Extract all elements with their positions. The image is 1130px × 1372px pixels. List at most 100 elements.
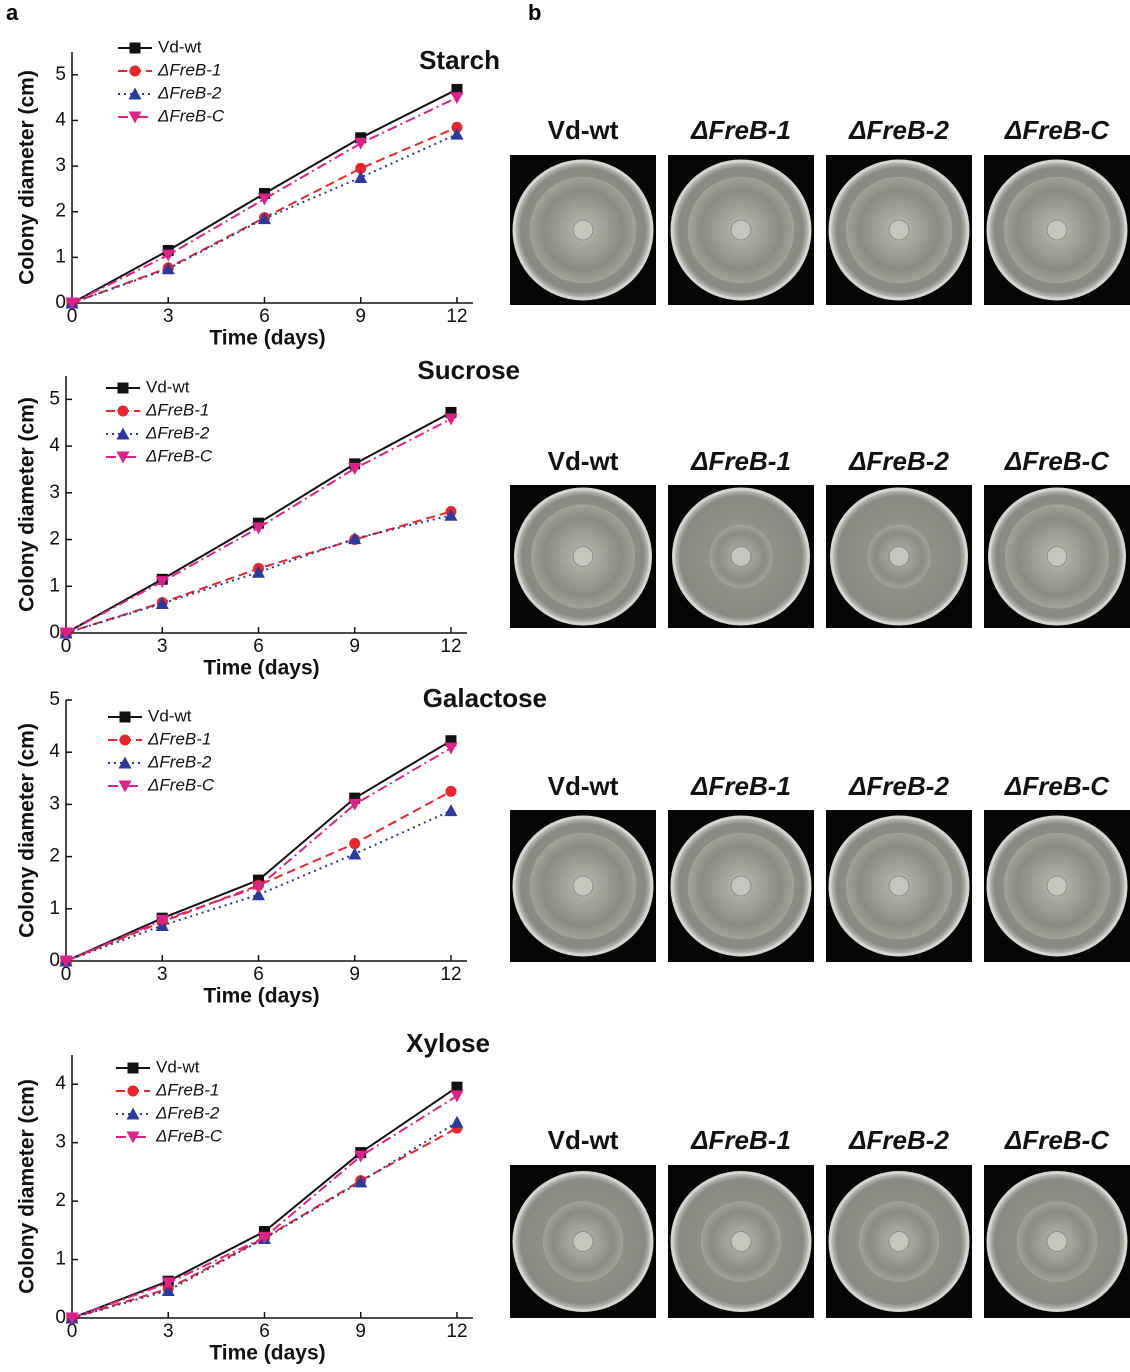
panel-label: b — [528, 0, 541, 25]
series-line — [72, 1096, 457, 1318]
x-tick-label: 3 — [157, 636, 168, 657]
y-tick-label: 3 — [49, 793, 60, 814]
legend-label: ΔFreB-1 — [147, 729, 211, 748]
y-tick-label: 2 — [55, 201, 66, 222]
plate-label: ΔFreB-2 — [848, 115, 949, 145]
colony-center — [573, 547, 593, 567]
y-tick-label: 4 — [49, 435, 60, 456]
x-axis-label: Time (days) — [209, 327, 325, 350]
y-tick-label: 3 — [55, 1132, 66, 1153]
marker — [130, 66, 141, 77]
y-tick-label: 5 — [49, 689, 60, 710]
y-tick-label: 1 — [55, 246, 66, 267]
y-tick-label: 0 — [49, 950, 60, 971]
plate-label: Vd-wt — [548, 115, 619, 145]
y-axis-label: Colony diameter (cm) — [16, 70, 39, 285]
chart-title: Starch — [419, 45, 500, 75]
plate-label: ΔFreB-1 — [690, 446, 791, 476]
x-tick-label: 9 — [355, 306, 366, 327]
plate-label: ΔFreB-1 — [690, 1125, 791, 1155]
x-tick-label: 9 — [349, 964, 360, 985]
y-tick-label: 0 — [49, 622, 60, 643]
marker — [128, 1063, 139, 1074]
marker — [444, 743, 457, 755]
legend-label: Vd-wt — [148, 706, 192, 725]
series-line — [72, 1128, 457, 1318]
legend-label: ΔFreB-C — [157, 106, 225, 125]
legend-label: ΔFreB-2 — [157, 83, 222, 102]
x-tick-label: 3 — [157, 964, 168, 985]
y-tick-label: 2 — [55, 1190, 66, 1211]
panel-label: a — [6, 0, 19, 25]
y-tick-label: 0 — [55, 292, 66, 313]
y-axis-label: Colony diameter (cm) — [16, 1079, 39, 1294]
series-line — [66, 748, 451, 961]
plate-label: Vd-wt — [548, 1125, 619, 1155]
legend-label: ΔFreB-C — [147, 775, 215, 794]
legend-label: Vd-wt — [156, 1057, 200, 1076]
legend-label: ΔFreB-2 — [155, 1103, 220, 1122]
x-tick-label: 9 — [355, 1321, 366, 1342]
y-tick-label: 1 — [49, 898, 60, 919]
plate-label: ΔFreB-1 — [690, 115, 791, 145]
x-tick-label: 3 — [163, 1321, 174, 1342]
colony-center — [889, 1232, 909, 1252]
marker — [444, 804, 457, 816]
colony-center — [889, 547, 909, 567]
y-tick-label: 4 — [49, 741, 60, 762]
legend-label: ΔFreB-C — [145, 446, 213, 465]
plate-label: ΔFreB-2 — [848, 446, 949, 476]
x-tick-label: 6 — [253, 636, 264, 657]
colony-center — [1047, 876, 1067, 896]
plate-label: ΔFreB-C — [1004, 446, 1110, 476]
legend-label: ΔFreB-1 — [155, 1080, 219, 1099]
colony-center — [573, 220, 593, 240]
y-tick-label: 0 — [55, 1307, 66, 1328]
marker — [118, 383, 129, 394]
colony-center — [1047, 547, 1067, 567]
colony-center — [889, 220, 909, 240]
colony-center — [731, 876, 751, 896]
y-tick-label: 4 — [55, 1073, 66, 1094]
figure: a b 012345036912Time (days)Colony diamet… — [0, 0, 1130, 1372]
legend-label: Vd-wt — [158, 37, 202, 56]
series-line — [72, 1122, 457, 1318]
series-line — [66, 741, 451, 961]
x-tick-label: 12 — [446, 1321, 467, 1342]
y-tick-label: 1 — [49, 575, 60, 596]
chart-title: Xylose — [406, 1028, 490, 1058]
marker — [450, 1090, 463, 1102]
y-axis-label: Colony diameter (cm) — [16, 723, 39, 938]
y-tick-label: 3 — [49, 482, 60, 503]
marker — [348, 847, 361, 859]
y-tick-label: 5 — [49, 388, 60, 409]
legend-label: Vd-wt — [146, 377, 190, 396]
plate-label: ΔFreB-C — [1004, 115, 1110, 145]
plate-label: ΔFreB-2 — [848, 1125, 949, 1155]
marker — [444, 413, 457, 425]
legend-label: ΔFreB-1 — [157, 60, 221, 79]
legend-label: ΔFreB-2 — [145, 423, 210, 442]
y-tick-label: 2 — [49, 846, 60, 867]
colony-center — [573, 876, 593, 896]
marker — [354, 138, 367, 150]
marker — [349, 838, 360, 849]
plate-label: ΔFreB-2 — [848, 771, 949, 801]
y-tick-label: 1 — [55, 1249, 66, 1270]
x-tick-label: 12 — [446, 306, 467, 327]
colony-center — [731, 220, 751, 240]
marker — [120, 735, 131, 746]
marker — [130, 43, 141, 54]
legend-label: ΔFreB-1 — [145, 400, 209, 419]
x-tick-label: 6 — [259, 1321, 270, 1342]
y-tick-label: 3 — [55, 155, 66, 176]
colony-center — [1047, 1232, 1067, 1252]
series-line — [72, 1087, 457, 1318]
x-axis-label: Time (days) — [203, 657, 319, 680]
x-tick-label: 6 — [253, 964, 264, 985]
marker — [450, 92, 463, 104]
marker — [258, 193, 271, 205]
y-tick-label: 2 — [49, 529, 60, 550]
plate-label: Vd-wt — [548, 771, 619, 801]
plate-label: ΔFreB-C — [1004, 771, 1110, 801]
